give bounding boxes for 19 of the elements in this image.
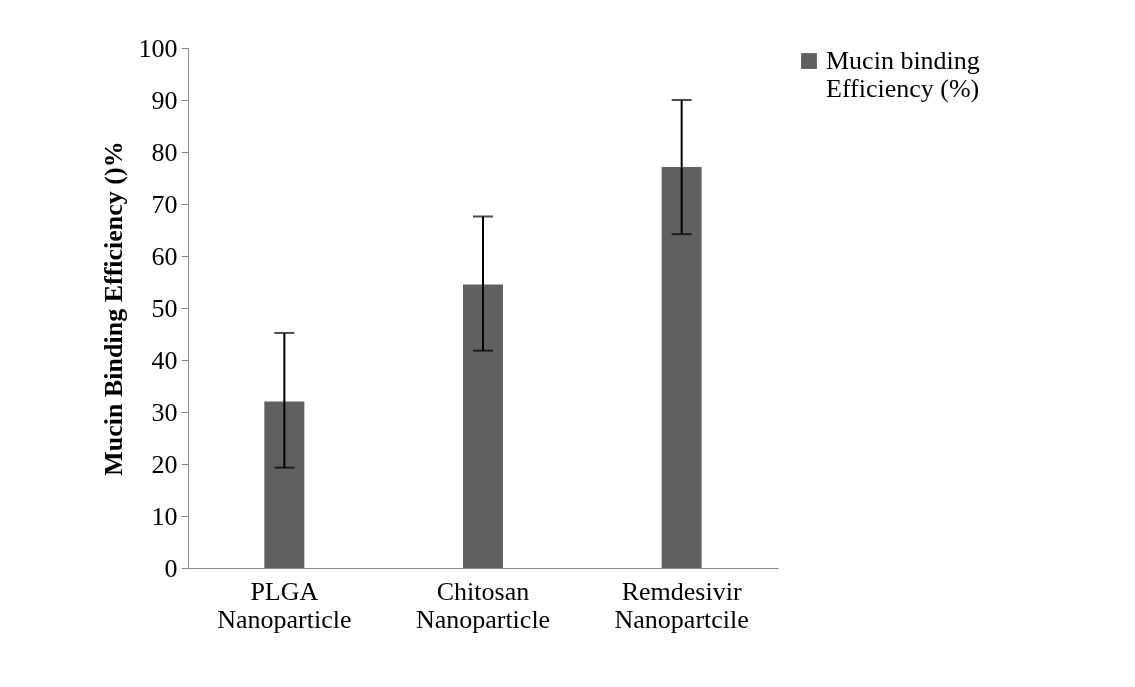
y-tick-label: 40 — [151, 345, 178, 375]
bar — [661, 167, 702, 568]
bar — [264, 401, 305, 568]
legend-label: Mucin binding Efficiency (%) — [826, 46, 980, 103]
y-tick-label: 60 — [151, 241, 178, 271]
y-tick-label: 50 — [151, 293, 178, 323]
y-tick-label: 10 — [151, 501, 178, 531]
y-tick-label: 100 — [138, 33, 178, 63]
x-tick-label: Chitosan Nanoparticle — [415, 576, 551, 634]
y-tick-label: 70 — [151, 189, 178, 219]
y-tick-label: 90 — [151, 85, 178, 115]
y-tick-label: 30 — [151, 397, 178, 427]
x-tick-label: Remdesivir Nanopartcile — [614, 576, 749, 634]
y-axis-title: Mucin Binding Efficiency ()% — [98, 141, 128, 476]
x-tick-label: PLGA Nanoparticle — [217, 576, 352, 634]
y-tick-label: 80 — [151, 137, 178, 167]
y-tick-label: 20 — [151, 449, 178, 479]
bar — [463, 284, 503, 568]
y-tick-label: 0 — [164, 553, 178, 583]
